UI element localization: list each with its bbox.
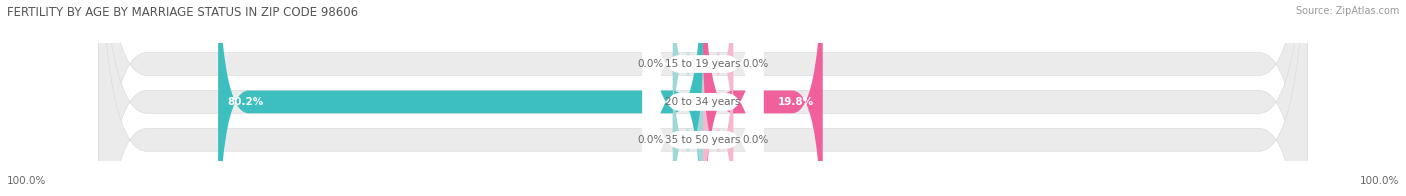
FancyBboxPatch shape xyxy=(643,0,763,196)
FancyBboxPatch shape xyxy=(218,0,703,196)
FancyBboxPatch shape xyxy=(98,0,1308,196)
Text: 100.0%: 100.0% xyxy=(1360,176,1399,186)
FancyBboxPatch shape xyxy=(672,37,703,196)
FancyBboxPatch shape xyxy=(703,37,734,196)
FancyBboxPatch shape xyxy=(98,0,1308,196)
Text: 0.0%: 0.0% xyxy=(742,135,769,145)
Text: 100.0%: 100.0% xyxy=(7,176,46,186)
Text: 0.0%: 0.0% xyxy=(637,135,664,145)
Text: FERTILITY BY AGE BY MARRIAGE STATUS IN ZIP CODE 98606: FERTILITY BY AGE BY MARRIAGE STATUS IN Z… xyxy=(7,6,359,19)
Text: 80.2%: 80.2% xyxy=(228,97,263,107)
Text: Source: ZipAtlas.com: Source: ZipAtlas.com xyxy=(1295,6,1399,16)
Text: 20 to 34 years: 20 to 34 years xyxy=(665,97,741,107)
Text: 0.0%: 0.0% xyxy=(637,59,664,69)
Text: 19.8%: 19.8% xyxy=(778,97,814,107)
Text: 0.0%: 0.0% xyxy=(742,59,769,69)
Text: 15 to 19 years: 15 to 19 years xyxy=(665,59,741,69)
FancyBboxPatch shape xyxy=(703,0,823,196)
FancyBboxPatch shape xyxy=(98,0,1308,196)
Text: 35 to 50 years: 35 to 50 years xyxy=(665,135,741,145)
FancyBboxPatch shape xyxy=(643,0,763,196)
FancyBboxPatch shape xyxy=(703,0,734,166)
FancyBboxPatch shape xyxy=(672,0,703,166)
FancyBboxPatch shape xyxy=(643,0,763,196)
